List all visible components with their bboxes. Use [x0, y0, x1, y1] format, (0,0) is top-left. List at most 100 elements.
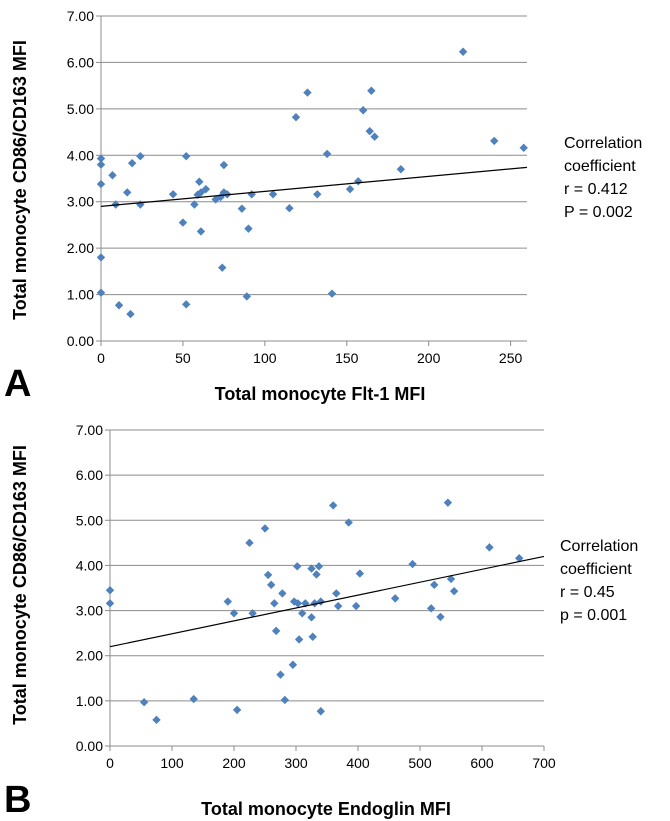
panel-a-data-point — [190, 200, 199, 209]
panel-b-trendline — [109, 555, 545, 648]
panel-a-annotation-line-3: r = 0.412 — [564, 181, 628, 198]
panel-b-data-point — [229, 609, 239, 618]
panel-a-gridlines — [101, 15, 527, 296]
panel-b-x-tick-label: 200 — [222, 755, 246, 771]
panel-a-data-point — [367, 86, 376, 95]
panel-a-data-point — [345, 184, 355, 194]
panel-a-y-tick-label: 7.00 — [67, 8, 94, 24]
panel-b-data-point — [449, 586, 459, 596]
panel-a-x-tick-labels: 0 50 100 150 200 250 — [97, 350, 522, 366]
panel-a-data-point — [201, 184, 211, 194]
panel-b-y-tick-label: 6.00 — [76, 467, 103, 483]
panel-a-data-point — [219, 160, 229, 170]
panel-a-data-point — [126, 309, 135, 319]
panel-b-data-point — [293, 562, 302, 571]
panel-b-gridlines — [110, 429, 544, 702]
panel-b-data-point — [355, 569, 365, 578]
panel-b-annotation-line-4: p = 0.001 — [560, 607, 627, 624]
panel-b-data-point — [333, 601, 343, 611]
panel-b-x-tick-labels: 0 100 200 300 400 500 600 700 — [106, 755, 556, 771]
panel-b-data-point — [298, 609, 307, 618]
panel-b-data-point — [152, 715, 161, 725]
panel-a-axes — [96, 15, 527, 346]
panel-a-data-point — [322, 149, 332, 159]
panel-a-x-tick-label: 200 — [417, 350, 441, 366]
panel-b-data-point — [316, 597, 325, 606]
panel-a-y-tick-label: 1.00 — [67, 287, 94, 303]
panel-b-data-point — [293, 599, 303, 608]
panel-a-data-point — [178, 218, 188, 227]
panel-b-data-point — [308, 632, 317, 641]
panel-b-scatter-chart: 0.00 1.00 2.00 3.00 4.00 5.00 6.00 7.00 0 100 200… — [4, 422, 638, 821]
panel-b-y-tick-label: 4.00 — [76, 557, 103, 573]
panel-b-y-tick-label: 2.00 — [76, 648, 103, 664]
panel-b-annotation-line-1: Correlation — [560, 538, 638, 555]
panel-b-data-point — [301, 599, 310, 608]
panel-b-data-point — [310, 599, 319, 608]
panel-b-data-point — [351, 601, 361, 611]
panel-b-y-tick-labels: 0.00 1.00 2.00 3.00 4.00 5.00 6.00 7.00 — [76, 422, 103, 754]
panel-b-x-tick-label: 500 — [408, 755, 432, 771]
panel-a-data-point — [358, 106, 368, 115]
panel-b-data-point — [426, 604, 436, 613]
panel-b-y-tick-label: 1.00 — [76, 693, 103, 709]
panel-b-data-point — [332, 589, 341, 598]
panel-a-trendline — [100, 166, 528, 207]
panel-b-data-point — [307, 564, 316, 573]
panel-b-data-point — [263, 570, 273, 580]
panel-b-y-tick-label: 0.00 — [76, 738, 103, 754]
panel-a-data-point — [218, 263, 227, 272]
panel-a-data-point — [123, 188, 132, 197]
panel-b-data-point — [280, 695, 290, 705]
panel-a-data-point — [237, 204, 247, 213]
panel-b-y-tick-label: 7.00 — [76, 422, 103, 438]
panel-a-annotation-line-1: Correlation — [564, 135, 642, 152]
panel-b-data-point — [278, 589, 287, 598]
panel-b-data-point — [408, 559, 417, 569]
panel-b-data-point — [344, 518, 353, 527]
panel-b-data-point — [271, 626, 281, 636]
panel-b-label: B — [4, 779, 31, 821]
panel-b-x-axis-title: Total monocyte Endoglin MFI — [201, 799, 451, 819]
panel-b-data-point — [245, 538, 254, 548]
panel-a-x-tick-label: 150 — [335, 350, 359, 366]
panel-a-data-point — [396, 165, 406, 174]
panel-a-y-tick-label: 3.00 — [67, 194, 94, 210]
panel-b-data-point — [105, 599, 115, 608]
panel-a-y-tick-label: 0.00 — [67, 333, 94, 349]
panel-a-data-point — [96, 253, 106, 262]
panel-b-data-point — [267, 580, 276, 590]
panel-a-y-tick-label: 6.00 — [67, 54, 94, 70]
panel-a-data-point — [108, 171, 117, 180]
panel-a-data-point — [365, 126, 374, 136]
panel-a-data-point — [313, 190, 322, 199]
panel-b-y-tick-label: 3.00 — [76, 603, 103, 619]
panel-a-data-point — [96, 179, 106, 189]
panel-b-y-tick-label: 5.00 — [76, 512, 103, 528]
panel-a-data-point — [96, 288, 106, 297]
panel-a-y-tick-labels: 0.00 1.00 2.00 3.00 4.00 5.00 6.00 7.00 — [67, 8, 94, 349]
panel-b-x-tick-label: 100 — [160, 755, 184, 771]
panel-a-data-point — [354, 177, 363, 186]
panel-b-data-point — [260, 524, 270, 533]
panel-b-axes — [105, 429, 545, 751]
panel-a-data-point — [490, 136, 499, 146]
panel-a-data-points — [96, 47, 528, 319]
panel-a-x-axis-title: Total monocyte Flt-1 MFI — [215, 384, 426, 404]
panel-b-data-point — [443, 498, 453, 507]
panel-b-correlation-annotation: Correlation coefficient r = 0.45 p = 0.0… — [560, 538, 638, 624]
panel-a-annotation-line-2: coefficient — [564, 158, 636, 175]
panel-a-annotation-line-4: P = 0.002 — [564, 204, 633, 221]
panel-a-data-point — [244, 224, 253, 233]
panel-a-data-point — [196, 227, 206, 236]
panel-a-data-point — [458, 47, 468, 56]
panel-b-data-point — [105, 586, 115, 595]
panel-a-x-tick-label: 250 — [499, 350, 523, 366]
panel-a-data-point — [242, 292, 252, 301]
panel-b-x-tick-label: 400 — [346, 755, 370, 771]
panel-a-x-tick-label: 0 — [97, 350, 105, 366]
panel-a-correlation-annotation: Correlation coefficient r = 0.412 P = 0.… — [564, 135, 642, 221]
panel-a-data-point — [291, 113, 301, 122]
panel-b-y-axis-title: Total monocyte CD86/CD163 MFI — [10, 445, 30, 725]
